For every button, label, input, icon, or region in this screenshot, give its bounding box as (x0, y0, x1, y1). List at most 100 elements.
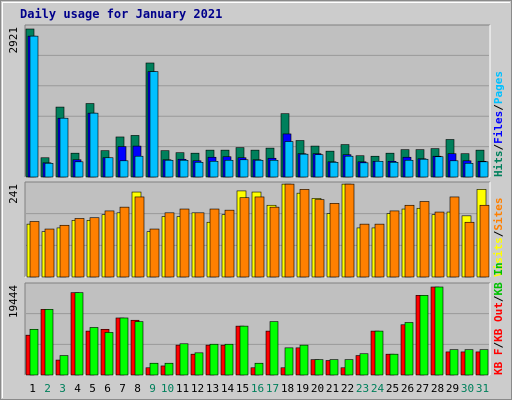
frame-highlight-left (2, 2, 3, 398)
kb-in-bar (419, 295, 429, 376)
sites-bar (329, 203, 340, 278)
kb-in-bar (374, 330, 384, 376)
sites-bar (59, 224, 70, 278)
frame-highlight-top (2, 2, 510, 3)
sites-bar (284, 183, 295, 278)
kb-in-bar (434, 286, 444, 376)
kb-in-bar (329, 359, 339, 376)
pages-bar (134, 155, 144, 178)
kb-in-bar (119, 317, 129, 376)
day-tick-label: 26 (401, 382, 414, 395)
pages-bar (179, 159, 189, 178)
pages-bar (419, 158, 429, 178)
day-tick-label: 23 (356, 382, 369, 395)
kb-legend-item: KB Out (492, 302, 505, 342)
kb-in-bar (239, 325, 249, 376)
pages-bar (89, 112, 99, 178)
day-tick-label: 2 (44, 382, 51, 395)
pages-bar (344, 155, 354, 178)
kb-in-bar (449, 349, 459, 376)
sites-bar (434, 211, 445, 278)
sites-bar (194, 212, 205, 278)
kb-in-bar (194, 352, 204, 376)
pages-bar (434, 156, 444, 178)
sites-legend-item: / (492, 230, 505, 237)
kb-in-bar (74, 292, 84, 376)
day-tick-label: 8 (134, 382, 141, 395)
day-tick-label: 1 (29, 382, 36, 395)
day-tick-label: 3 (59, 382, 66, 395)
day-tick-label: 4 (74, 382, 81, 395)
day-tick-label: 29 (446, 382, 459, 395)
sites-bar (269, 206, 280, 278)
day-tick-label: 5 (89, 382, 96, 395)
day-tick-label: 7 (119, 382, 126, 395)
pages-bar (269, 159, 279, 178)
kb-ymax-label: 19444 (7, 285, 20, 318)
sites-bar (344, 183, 355, 278)
sites-bar (89, 217, 100, 278)
day-tick-label: 9 (149, 382, 156, 395)
sites-bar (449, 196, 460, 278)
day-tick-label: 25 (386, 382, 399, 395)
day-tick-label: 19 (296, 382, 309, 395)
sites-bar (119, 206, 130, 278)
hits-legend-item: Pages (492, 71, 505, 104)
pages-bar (104, 157, 114, 178)
kb-in-bar (59, 355, 69, 376)
sites-bar (134, 196, 145, 278)
day-tick-label: 20 (311, 382, 324, 395)
sites-legend-item: Sites (492, 198, 505, 231)
day-tick-label: 10 (161, 382, 174, 395)
pages-bar (314, 154, 324, 178)
pages-bar (164, 159, 174, 178)
sites-bar (74, 218, 85, 278)
day-tick-label: 12 (191, 382, 204, 395)
day-tick-label: 13 (206, 382, 219, 395)
sites-bar (254, 196, 265, 278)
pages-bar (209, 160, 219, 178)
hits-legend-item: / (492, 144, 505, 151)
kb-in-bar (89, 327, 99, 376)
day-tick-label: 14 (221, 382, 235, 395)
sites-bar (404, 204, 415, 278)
hits-legend: Hits/Files/Pages (492, 71, 505, 177)
pages-bar (119, 160, 129, 178)
hits-legend-item: Files (492, 111, 505, 144)
sites-ymax-label: 241 (7, 184, 20, 204)
pages-bar (239, 159, 249, 178)
day-tick-label: 21 (326, 382, 339, 395)
kb-in-bar (464, 349, 474, 376)
pages-bar (464, 163, 474, 178)
pages-bar (389, 162, 399, 178)
kb-in-bar (344, 359, 354, 376)
kb-in-bar (209, 343, 219, 376)
sites-bar (374, 223, 385, 278)
kb-in-bar (149, 362, 159, 376)
kb-in-bar (389, 353, 399, 376)
day-tick-label: 24 (371, 382, 385, 395)
sites-bar (389, 210, 400, 278)
pages-bar (404, 159, 414, 178)
sites-bar (29, 221, 40, 278)
kb-in-bar (359, 353, 369, 376)
kb-in-bar (44, 309, 54, 376)
pages-bar (44, 163, 54, 178)
day-tick-label: 16 (251, 382, 264, 395)
kb-in-bar (179, 343, 189, 376)
kb-in-bar (164, 362, 174, 376)
kb-legend-item: KB In (492, 262, 505, 295)
pages-bar (59, 117, 69, 178)
sites-bar (164, 212, 175, 278)
kb-legend-item: / (492, 342, 505, 349)
sites-legend: Visits/Sites (492, 198, 505, 278)
sites-bar (419, 201, 430, 278)
day-tick-label: 15 (236, 382, 249, 395)
kb-in-bar (254, 362, 264, 376)
kb-in-bar (269, 321, 279, 376)
pages-bar (284, 141, 294, 178)
chart-title: Daily usage for January 2021 (20, 7, 223, 21)
pages-bar (149, 71, 159, 178)
sites-bar (359, 223, 370, 278)
